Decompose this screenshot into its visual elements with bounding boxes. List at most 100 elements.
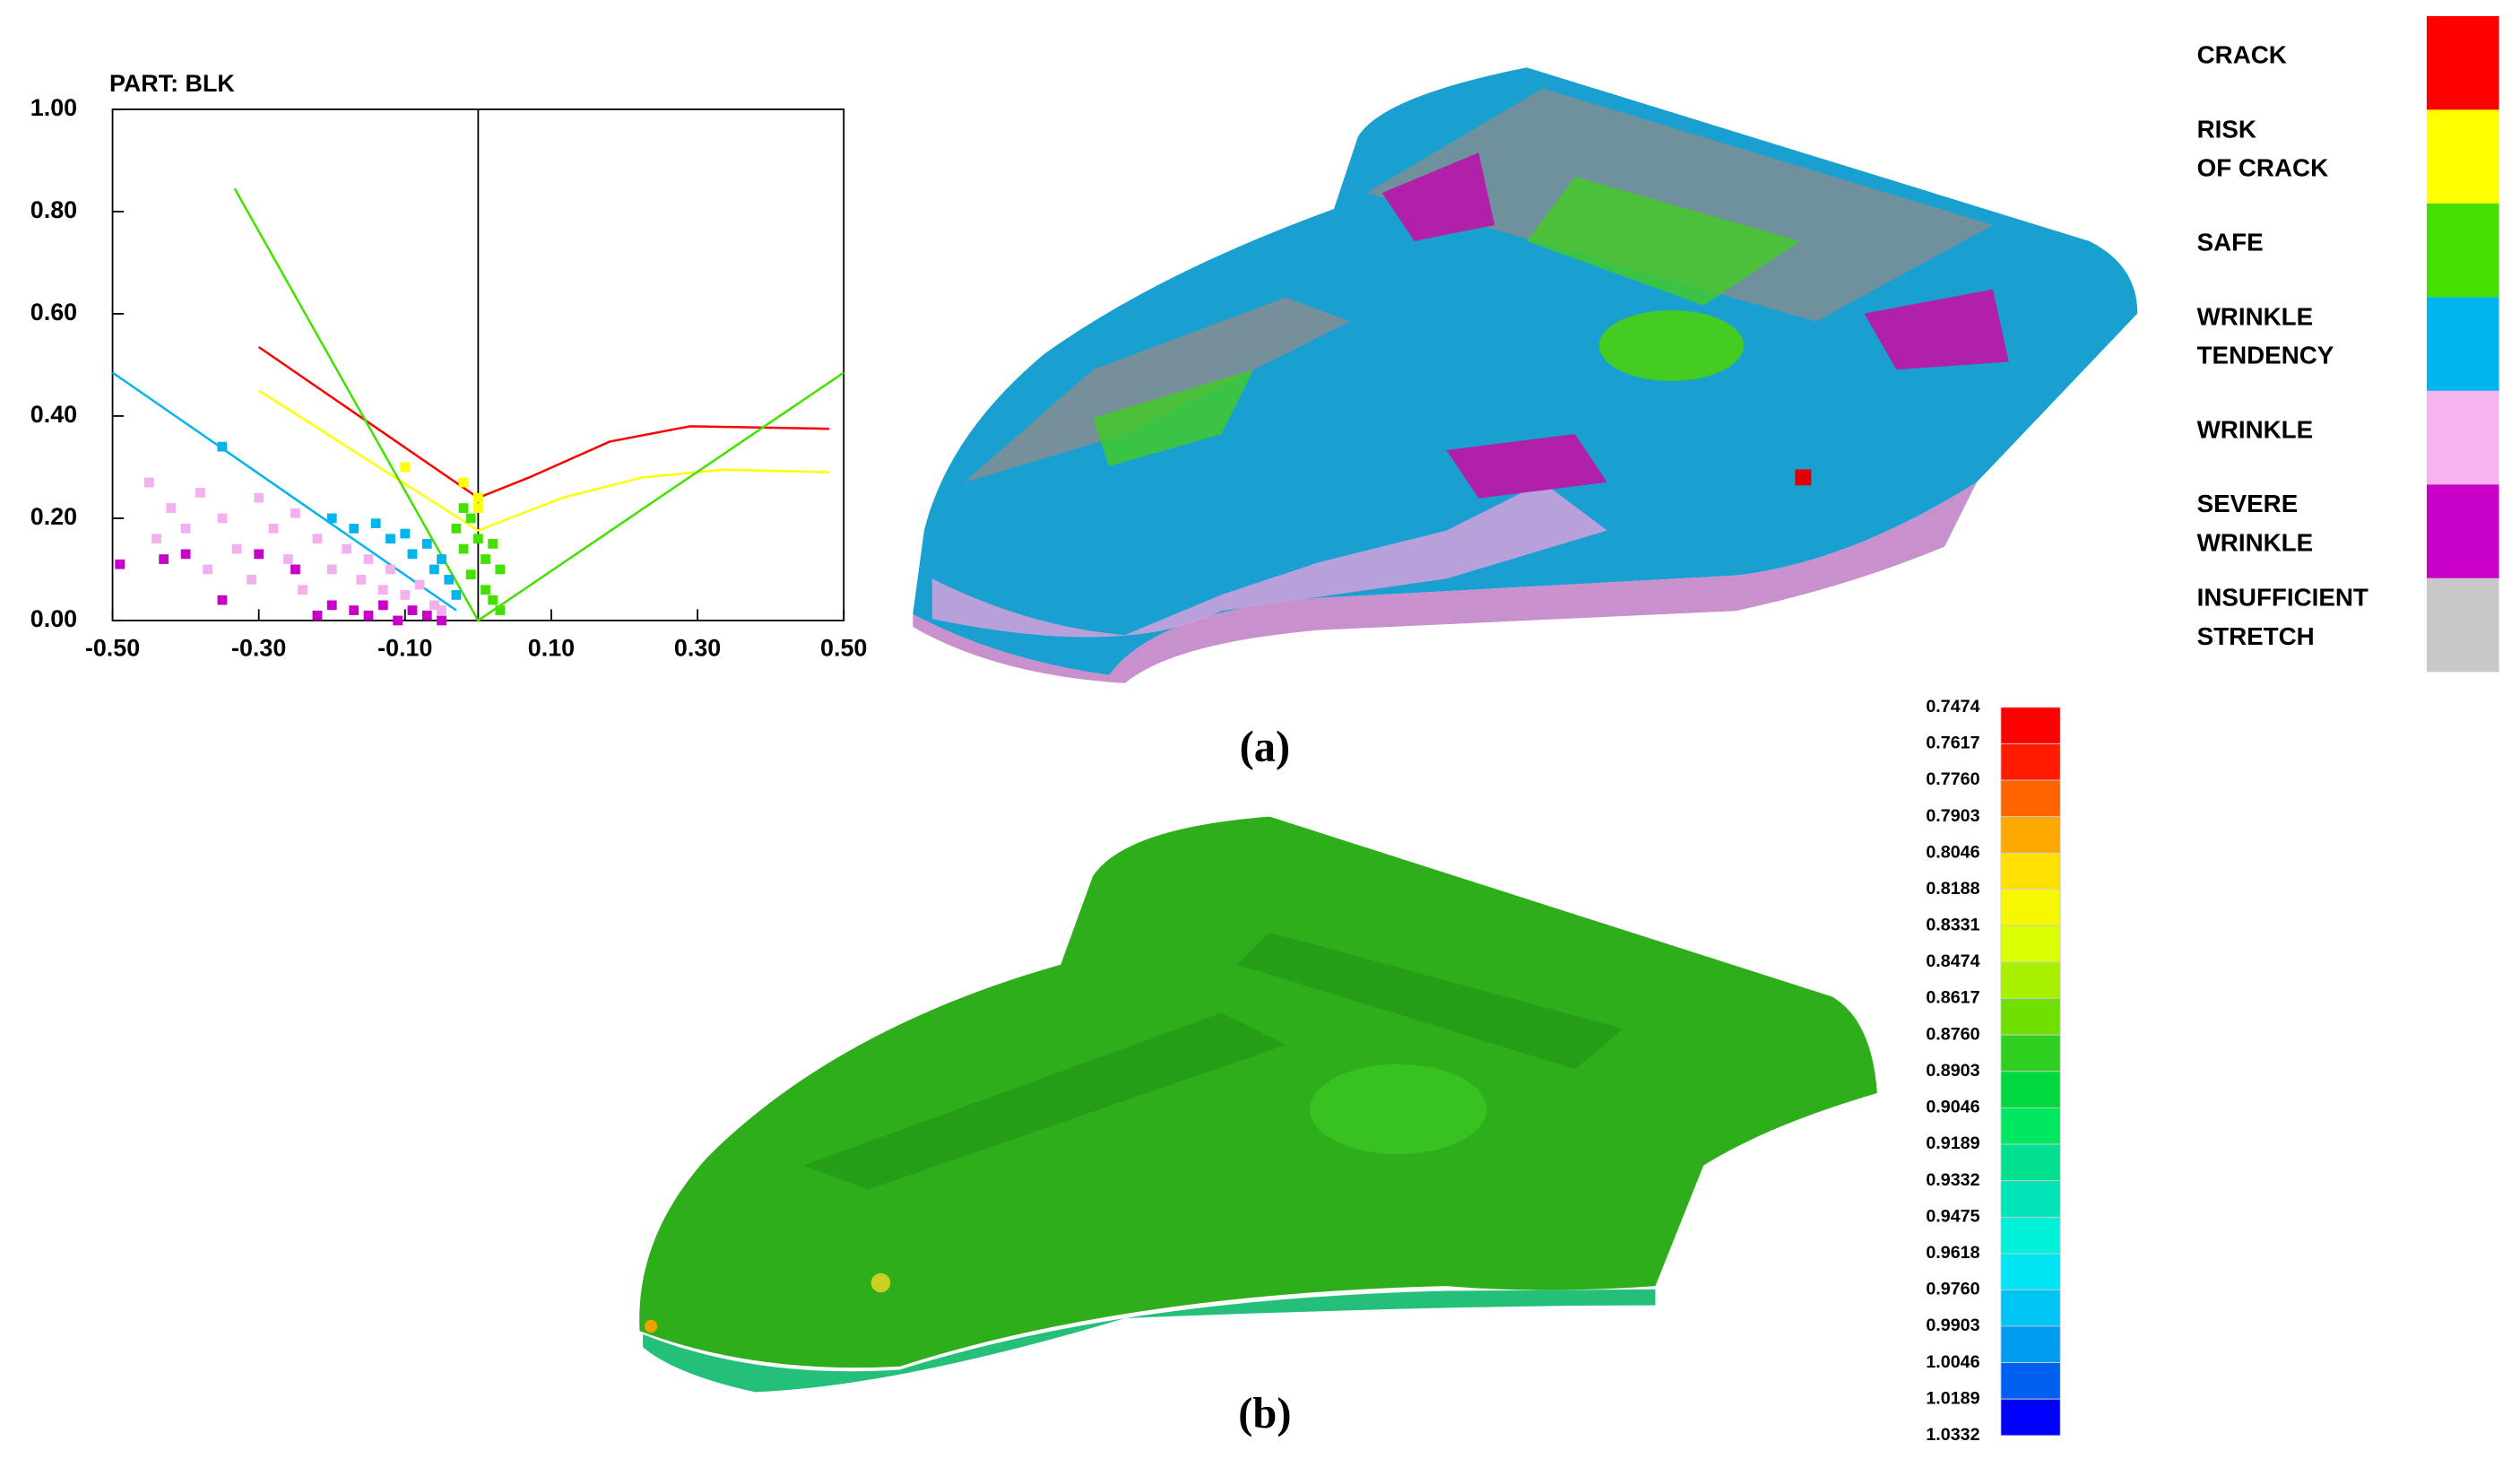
colorbar-label: 0.8617 (1926, 988, 1979, 1008)
scatter-point (488, 595, 498, 605)
scatter-point (268, 523, 279, 534)
colorbar-block (2000, 961, 2061, 999)
scatter-point (326, 513, 337, 524)
scatter-point (393, 615, 403, 626)
y-tick-label: 0.80 (30, 196, 77, 223)
scatter-point (326, 564, 337, 575)
colorbar-block (2000, 1143, 2061, 1182)
colorbar-label: 1.0046 (1926, 1352, 1979, 1372)
x-tick-label: -0.50 (85, 634, 140, 661)
scatter-point (282, 554, 293, 564)
colorbar-block (2000, 1398, 2061, 1437)
part-a-patch (1365, 88, 1993, 322)
chart-title: PART: BLK (109, 70, 235, 97)
colorbar-block (2000, 779, 2061, 818)
part-b-spot (644, 1319, 658, 1333)
part-a-patch (1093, 369, 1254, 466)
scatter-point (115, 559, 126, 569)
scatter-point (465, 569, 476, 580)
scatter-point (217, 595, 228, 605)
colorbar-label: 0.9475 (1926, 1207, 1979, 1227)
colorbar-block (2000, 925, 2061, 963)
scatter-point (217, 441, 228, 452)
colorbar-block (2000, 998, 2061, 1036)
scatter-point (152, 534, 161, 544)
colorbar-label: 0.8331 (1926, 915, 1979, 934)
part-a-side (913, 482, 1978, 683)
colorbar-label: 1.0189 (1926, 1388, 1979, 1408)
limit-line (111, 371, 457, 612)
scatter-point (465, 513, 476, 524)
scatter-point (349, 523, 359, 534)
scatter-point (254, 492, 264, 503)
part-a-crack (1795, 469, 1812, 486)
scatter-point (421, 610, 432, 621)
scatter-point (231, 543, 242, 554)
colorbar-block (2000, 1325, 2061, 1364)
part-a-patch (931, 482, 1607, 638)
legend-label: OF CRACK (2197, 153, 2329, 181)
scatter-point (421, 539, 432, 549)
colorbar-label: 0.9618 (1926, 1243, 1979, 1263)
legend-label: CRACK (2197, 40, 2287, 68)
legend-label: RISK (2197, 115, 2256, 143)
legend-swatch (2426, 390, 2499, 485)
scatter-point (414, 579, 425, 590)
colorbar-label: 0.9332 (1926, 1170, 1979, 1190)
colorbar-block (2000, 1289, 2061, 1327)
part-b-rib (803, 1012, 1286, 1190)
scatter-point (385, 534, 395, 544)
scatter-point (377, 585, 388, 595)
scatter-point (195, 488, 205, 498)
part-a-patch (964, 297, 1350, 482)
part-b-boss (1310, 1064, 1487, 1155)
colorbar-label: 0.7760 (1926, 769, 1979, 789)
colorbar-label: 0.8474 (1926, 951, 1979, 971)
scatter-point (400, 462, 411, 473)
x-tick-label: 0.50 (820, 634, 867, 661)
part-a-patch (1446, 434, 1607, 499)
part-a-render (913, 67, 2138, 683)
y-tick-label: 0.20 (30, 503, 77, 530)
colorbar-block (2000, 1034, 2061, 1073)
part-b-edge (643, 1289, 1656, 1393)
legend-swatch (2426, 297, 2499, 391)
scatter-point (458, 543, 469, 554)
legend-label: SEVERE (2197, 490, 2299, 517)
y-tick-label: 1.00 (30, 94, 77, 121)
y-tick-label: 0.40 (30, 401, 77, 428)
colorbar-label: 0.9760 (1926, 1280, 1979, 1299)
scatter-point (143, 477, 154, 488)
colorbar-label: 0.8046 (1926, 842, 1979, 862)
colorbar-label: 0.7474 (1926, 697, 1979, 716)
colorbar-block (2000, 889, 2061, 926)
legend-swatch (2426, 578, 2499, 673)
scatter-point (377, 600, 388, 611)
y-tick-label: 0.60 (30, 299, 77, 326)
legend-label: SAFE (2197, 228, 2264, 256)
scatter-point (407, 549, 418, 560)
scatter-point (166, 503, 177, 513)
colorbar-block (2000, 1071, 2061, 1108)
colorbar-block (2000, 1180, 2061, 1218)
scatter-point (488, 539, 498, 549)
legend-label: INSUFFICIENT (2197, 584, 2368, 612)
legend-swatch (2426, 109, 2499, 204)
scatter-point (444, 574, 455, 585)
scatter-point (451, 590, 462, 600)
scatter-point (400, 590, 411, 600)
scatter-point (473, 503, 483, 513)
part-b-render (639, 816, 1877, 1393)
scatter-point (437, 615, 446, 626)
colorbar-block (2000, 743, 2061, 781)
legend-label: STRETCH (2197, 622, 2315, 650)
scatter-point (407, 605, 418, 615)
scatter-point (363, 554, 374, 564)
scatter-point (481, 585, 490, 595)
scatter-point (473, 492, 483, 503)
scatter-point (370, 518, 381, 529)
scatter-point (481, 554, 490, 564)
part-a-patch (1527, 177, 1800, 306)
